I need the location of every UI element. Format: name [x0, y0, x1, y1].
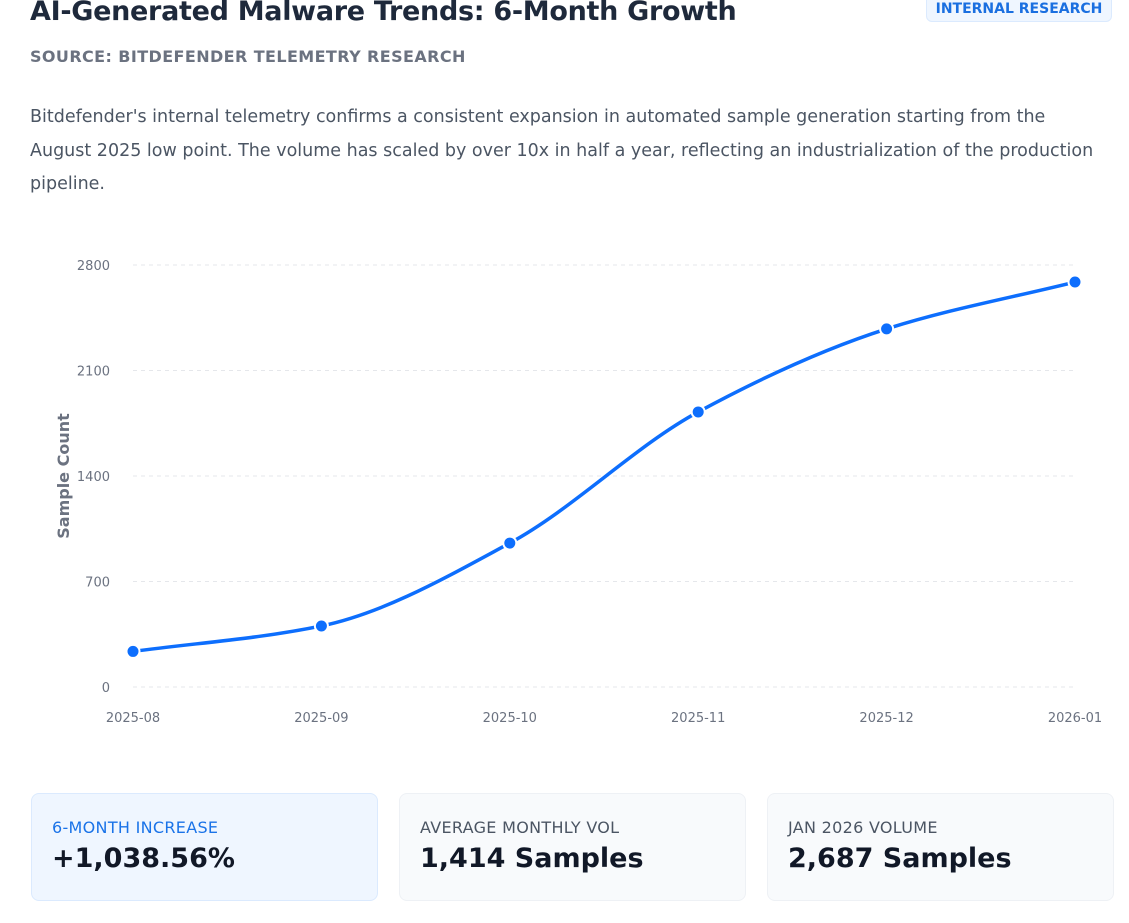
stat-label: 6-MONTH INCREASE	[52, 818, 219, 837]
y-tick-label: 2100	[77, 365, 110, 380]
description: Bitdefender's internal telemetry confirm…	[30, 107, 1094, 194]
stat-card-average: AVERAGE MONTHLY VOL 1,414 Samples	[399, 793, 746, 901]
y-axis-label: Sample Count	[54, 413, 73, 539]
data-point	[879, 321, 895, 337]
y-tick-label: 1400	[77, 470, 110, 485]
stat-label: JAN 2026 VOLUME	[788, 818, 938, 837]
source-label: SOURCE: BITDEFENDER TELEMETRY RESEARCH	[30, 47, 466, 66]
stat-value: 1,414 Samples	[420, 843, 644, 874]
x-tick-label: 2025-12	[859, 711, 913, 726]
data-point	[690, 404, 706, 420]
x-tick-label: 2025-10	[483, 711, 537, 726]
data-point	[125, 643, 141, 659]
line-chart: 0 700 1400 2100 2800 2025-08 2025-09 2025-10 202…	[54, 259, 1102, 726]
stat-value: +1,038.56%	[52, 843, 235, 874]
y-tick-label: 2800	[77, 259, 110, 274]
y-tick-label: 0	[102, 681, 110, 696]
data-point	[502, 535, 518, 551]
internal-research-badge: INTERNAL RESEARCH	[926, 0, 1112, 22]
stat-value: 2,687 Samples	[788, 843, 1012, 874]
series-line	[132, 280, 1076, 654]
y-tick-label: 700	[85, 576, 110, 591]
x-tick-label: 2026-01	[1048, 711, 1102, 726]
stats-row: 6-MONTH INCREASE +1,038.56% AVERAGE MONT…	[31, 793, 1114, 901]
x-tick-label: 2025-09	[294, 711, 348, 726]
page-title: AI-Generated Malware Trends: 6-Month Gro…	[30, 0, 737, 27]
stat-card-increase: 6-MONTH INCREASE +1,038.56%	[31, 793, 378, 901]
badge-label: INTERNAL RESEARCH	[935, 1, 1103, 17]
stat-card-jan-volume: JAN 2026 VOLUME 2,687 Samples	[767, 793, 1114, 901]
x-tick-label: 2025-08	[106, 711, 160, 726]
x-tick-label: 2025-11	[671, 711, 725, 726]
stat-label: AVERAGE MONTHLY VOL	[420, 818, 620, 837]
data-point	[313, 618, 329, 634]
data-point	[1067, 274, 1083, 290]
